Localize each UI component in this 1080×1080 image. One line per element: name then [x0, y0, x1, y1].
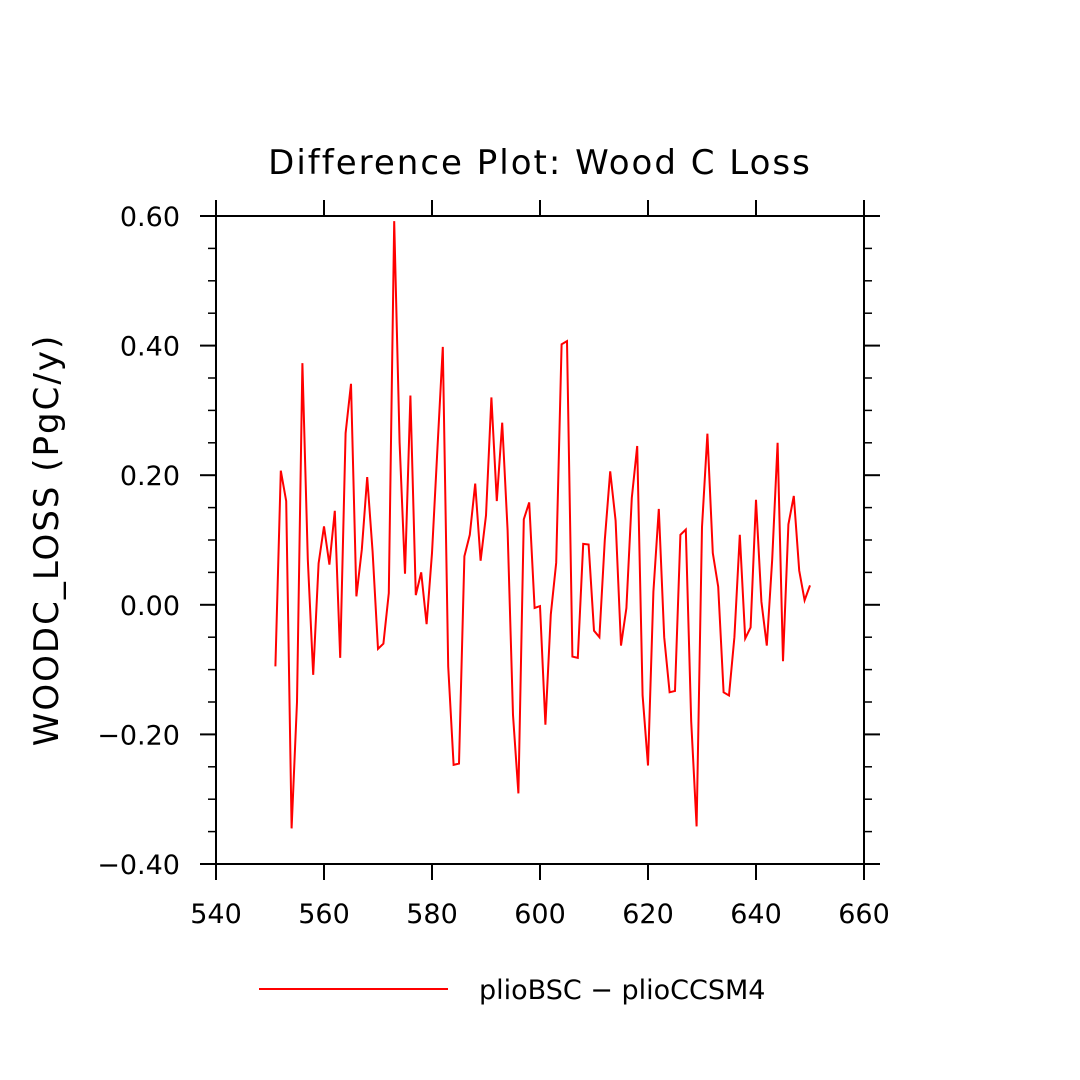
- legend-label: plioBSC − plioCCSM4: [479, 975, 765, 1006]
- plot-frame: [215, 215, 865, 865]
- legend: plioBSC − plioCCSM4: [259, 975, 765, 1006]
- chart-title: Difference Plot: Wood C Loss: [268, 143, 812, 183]
- y-tick-label: 0.00: [120, 591, 180, 622]
- y-tick-label: −0.40: [97, 850, 180, 881]
- y-tick-label: −0.20: [97, 720, 180, 751]
- x-tick-label: 580: [406, 899, 458, 930]
- y-axis-label: WOODC_LOSS (PgC/y): [27, 334, 67, 746]
- y-tick-label: 0.40: [120, 332, 180, 363]
- x-tick-label: 640: [730, 899, 782, 930]
- x-tick-label: 660: [838, 899, 890, 930]
- series-layer: [274, 221, 811, 829]
- x-tick-label: 600: [514, 899, 566, 930]
- y-tick-label: 0.20: [120, 461, 180, 492]
- y-tick-labels: −0.40 −0.20 0.00 0.20 0.40 0.60: [97, 202, 180, 881]
- y-tick-label: 0.60: [120, 202, 180, 233]
- x-tick-label: 560: [298, 899, 350, 930]
- plot-axes: [200, 200, 880, 880]
- x-tick-labels: 540 560 580 600 620 640 660: [190, 899, 890, 930]
- series-line: [274, 221, 811, 829]
- x-tick-label: 620: [622, 899, 674, 930]
- x-tick-label: 540: [190, 899, 242, 930]
